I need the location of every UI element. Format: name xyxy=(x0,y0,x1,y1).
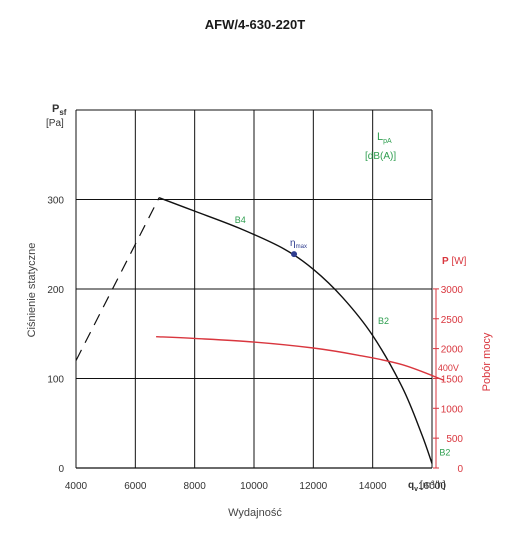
curve-annotation: B4 xyxy=(235,215,246,225)
power-curve-group: 400V xyxy=(156,335,459,381)
x-tick-label: 6000 xyxy=(124,481,147,492)
y-axis-subscript: sf xyxy=(59,108,66,117)
x-axis-unit: [m³/h] xyxy=(420,480,446,491)
tick-labels: 4000 6000 8000 10000 12000 14000 1600001002003… xyxy=(47,196,463,493)
y-axis-symbol: Psf xyxy=(52,103,67,117)
y-tick-label: 300 xyxy=(47,196,64,207)
eta-max-label: ηmax xyxy=(290,238,307,250)
x-tick-label: 14000 xyxy=(359,481,387,492)
y2-axis-unit: [W] xyxy=(451,256,466,267)
y-axis-label: Ciśnienie statyczne xyxy=(26,243,38,338)
y-tick-label: 0 xyxy=(58,464,64,475)
chart-title: AFW/4-630-220T xyxy=(205,17,305,32)
y2-tick-label: 2500 xyxy=(441,315,464,326)
y2-tick-label: 1500 xyxy=(441,374,464,385)
x-axis-label: Wydajność xyxy=(228,507,282,519)
y2-axis-symbol: P xyxy=(442,256,449,267)
unstable-dashed-line xyxy=(75,197,160,361)
y2-tick-label: 500 xyxy=(446,434,463,445)
y2-tick-label: 3000 xyxy=(441,285,464,296)
pressure-curve xyxy=(158,197,433,464)
y2-axis-label: Pobór mocy xyxy=(481,332,493,391)
x-tick-label: 10000 xyxy=(240,481,268,492)
y2-tick-label: 0 xyxy=(457,464,463,475)
x-tick-label: 4000 xyxy=(65,481,88,492)
curve-annotation: B2 xyxy=(439,447,450,457)
eta-max-point xyxy=(291,251,298,258)
y2-axis-header: P [W] xyxy=(442,256,467,267)
y-axis-unit: [Pa] xyxy=(46,118,64,129)
power-curve xyxy=(156,335,445,381)
x-tick-label: 8000 xyxy=(184,481,207,492)
noise-label: LpA xyxy=(377,131,392,145)
grid xyxy=(75,109,433,469)
power-series-label: 400V xyxy=(438,363,459,373)
x-axis-header: qv [m³/h] xyxy=(408,480,446,493)
x-tick-label: 16000 xyxy=(418,481,446,492)
y2-tick-label: 2000 xyxy=(441,345,464,356)
y2-tick-label: 1000 xyxy=(441,404,464,415)
y-tick-label: 100 xyxy=(47,375,64,386)
x-axis-subscript: v xyxy=(414,486,418,493)
noise-symbol: L xyxy=(377,131,383,143)
curve-annotation: B2 xyxy=(378,316,389,326)
x-tick-label: 12000 xyxy=(299,481,327,492)
noise-unit: [dB(A)] xyxy=(365,151,396,162)
markers: ηmax B4 B2 B2 xyxy=(235,215,451,458)
y-tick-label: 200 xyxy=(47,285,64,296)
pressure-curve-group xyxy=(158,197,433,464)
x-axis-symbol: q xyxy=(408,480,414,491)
noise-subscript: pA xyxy=(383,138,392,145)
unstable-region-line xyxy=(75,197,160,361)
